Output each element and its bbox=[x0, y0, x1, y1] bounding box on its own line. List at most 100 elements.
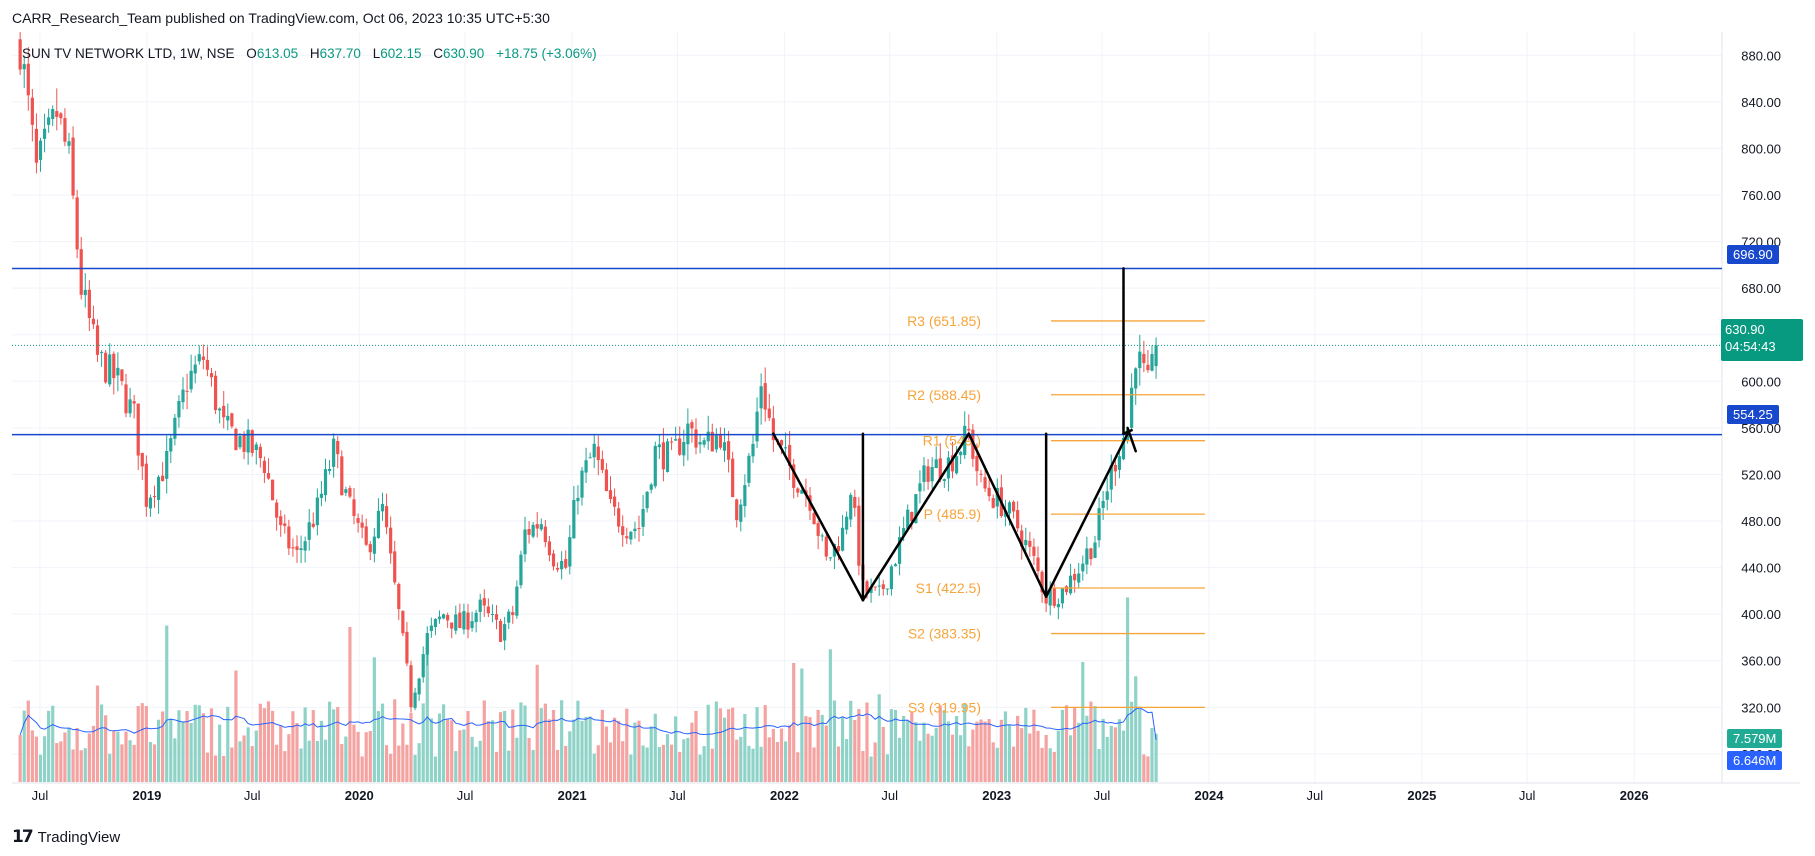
volume-bar bbox=[767, 737, 771, 782]
candle-body bbox=[360, 522, 364, 528]
volume-bar bbox=[824, 725, 828, 782]
volume-bar bbox=[389, 753, 393, 782]
volume-bar bbox=[779, 728, 784, 782]
candle-body bbox=[299, 548, 303, 551]
candle-body bbox=[409, 665, 413, 708]
candle-body bbox=[519, 554, 523, 586]
candle-body bbox=[539, 524, 543, 530]
volume-bar bbox=[95, 685, 100, 782]
candle-body bbox=[234, 428, 238, 451]
volume-bar bbox=[1048, 748, 1052, 782]
volume-bar bbox=[722, 717, 727, 782]
publisher-line: CARR_Research_Team published on TradingV… bbox=[12, 10, 550, 26]
candle-body bbox=[1097, 508, 1101, 541]
candle-body bbox=[507, 611, 511, 623]
candle-body bbox=[1064, 586, 1069, 593]
pattern-trend-line bbox=[1044, 432, 1129, 598]
candle-body bbox=[498, 621, 503, 642]
candle-body bbox=[1130, 387, 1134, 428]
candle-body bbox=[694, 429, 698, 448]
volume-bar bbox=[75, 728, 79, 782]
candle-body bbox=[393, 551, 397, 583]
volume-bar bbox=[287, 734, 291, 782]
candle-body bbox=[26, 63, 30, 96]
volume-bar bbox=[1105, 736, 1109, 782]
close-value: 630.90 bbox=[443, 46, 485, 61]
volume-bar bbox=[674, 716, 678, 782]
chart-area[interactable]: 880.00840.00800.00760.00720.00680.00640.… bbox=[0, 32, 1815, 804]
candle-body bbox=[889, 566, 894, 590]
candle-body bbox=[645, 491, 649, 509]
candle-body bbox=[995, 487, 999, 507]
candle-body bbox=[238, 436, 242, 448]
candle-body bbox=[954, 456, 959, 474]
candle-body bbox=[906, 509, 910, 529]
candle-body bbox=[287, 526, 291, 549]
price-tick-label: 600.00 bbox=[1741, 374, 1781, 389]
volume-bar bbox=[234, 670, 238, 782]
volume-bar bbox=[531, 749, 535, 782]
volume-bar bbox=[714, 701, 718, 782]
candle-body bbox=[800, 489, 804, 494]
price-chart[interactable]: 880.00840.00800.00760.00720.00680.00640.… bbox=[0, 32, 1815, 804]
candle-body bbox=[295, 546, 299, 550]
candle-body bbox=[140, 452, 144, 467]
volume-bar bbox=[63, 732, 67, 782]
pattern-trend-line bbox=[1122, 428, 1133, 435]
candle-body bbox=[979, 473, 983, 475]
candle-body bbox=[1089, 548, 1093, 560]
time-tick-label: Jul bbox=[881, 788, 898, 803]
candle-body bbox=[820, 535, 824, 537]
volume-bar bbox=[1073, 707, 1077, 782]
volume-bar bbox=[462, 729, 466, 782]
candle-body bbox=[698, 442, 702, 445]
candle-body bbox=[205, 359, 210, 370]
high-value: 637.70 bbox=[319, 46, 361, 61]
candle-body bbox=[376, 510, 381, 539]
volume-bar bbox=[303, 707, 307, 782]
candle-body bbox=[828, 557, 832, 559]
volume-bar bbox=[812, 747, 816, 782]
volume-bar bbox=[1089, 701, 1093, 782]
volume-bar bbox=[755, 707, 759, 782]
volume-bar bbox=[352, 724, 356, 782]
candle-body bbox=[718, 434, 723, 448]
candle-body bbox=[336, 440, 340, 455]
candle-body bbox=[621, 526, 625, 536]
candle-body bbox=[751, 443, 755, 457]
volume-bar bbox=[201, 713, 205, 782]
candle-body bbox=[368, 544, 372, 553]
volume-bar bbox=[38, 754, 43, 782]
volume-bar bbox=[144, 706, 148, 782]
candle-body bbox=[319, 493, 324, 498]
volume-bar bbox=[1036, 730, 1040, 782]
volume-bar bbox=[152, 744, 157, 782]
volume-bar bbox=[592, 753, 596, 782]
candle-body bbox=[551, 553, 556, 567]
candle-body bbox=[600, 459, 604, 470]
volume-bar bbox=[332, 709, 336, 782]
candle-body bbox=[51, 109, 55, 119]
pivot-level-label: S1 (422.5) bbox=[916, 580, 981, 596]
candle-body bbox=[197, 354, 201, 362]
candle-body bbox=[462, 611, 466, 630]
candle-body bbox=[930, 467, 934, 482]
price-tick-label: 680.00 bbox=[1741, 281, 1781, 296]
volume-bar bbox=[832, 700, 837, 782]
candle-body bbox=[120, 369, 124, 382]
volume-bar bbox=[507, 750, 511, 782]
volume-bar bbox=[621, 741, 625, 782]
candle-body bbox=[165, 450, 169, 479]
candle-body bbox=[364, 526, 368, 545]
volume-bar bbox=[266, 701, 271, 782]
tradingview-brand[interactable]: 𝟭𝟳 TradingView bbox=[12, 827, 120, 847]
candle-body bbox=[144, 463, 148, 507]
volume-bar bbox=[193, 704, 197, 782]
candle-body bbox=[128, 399, 132, 414]
volume-bar bbox=[1093, 706, 1097, 782]
volume-bar bbox=[665, 734, 670, 782]
volume-bar bbox=[576, 700, 580, 782]
candle-body bbox=[458, 612, 462, 629]
candle-body bbox=[1056, 604, 1060, 608]
volume-bar bbox=[315, 741, 319, 782]
